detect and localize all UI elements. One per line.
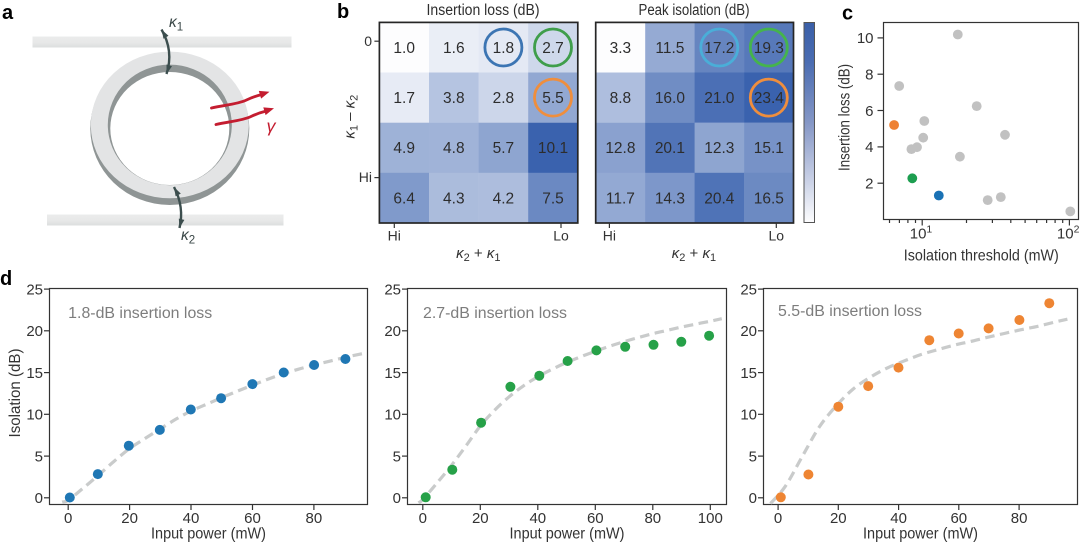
- svg-text:d: d: [0, 268, 12, 290]
- svg-text:15: 15: [26, 365, 43, 382]
- svg-text:60: 60: [587, 510, 604, 527]
- svg-text:25: 25: [740, 281, 757, 298]
- svg-text:11.5: 11.5: [655, 40, 684, 57]
- svg-text:Lo: Lo: [769, 228, 785, 244]
- svg-text:40: 40: [183, 510, 200, 527]
- svg-text:10: 10: [384, 407, 401, 424]
- svg-text:Input power (mW): Input power (mW): [863, 526, 978, 543]
- svg-text:20.1: 20.1: [655, 140, 685, 157]
- svg-text:Hi: Hi: [603, 228, 616, 244]
- svg-text:60: 60: [950, 510, 967, 527]
- svg-text:20: 20: [740, 323, 757, 340]
- svg-text:20.4: 20.4: [704, 190, 735, 207]
- svg-text:15.1: 15.1: [754, 140, 784, 157]
- svg-text:60: 60: [244, 510, 261, 527]
- svg-text:0: 0: [393, 490, 401, 507]
- svg-text:Peak isolation (dB): Peak isolation (dB): [639, 2, 750, 19]
- svg-text:16.0: 16.0: [655, 90, 686, 107]
- svg-text:4.9: 4.9: [393, 140, 415, 157]
- svg-text:5: 5: [35, 448, 43, 465]
- svg-text:80: 80: [1011, 510, 1028, 527]
- svg-text:10: 10: [857, 30, 874, 47]
- svg-text:0: 0: [35, 490, 43, 507]
- svg-text:5.7: 5.7: [493, 140, 515, 157]
- svg-text:2.7-dB insertion loss: 2.7-dB insertion loss: [423, 305, 567, 322]
- svg-text:κ2 + κ1: κ2 + κ1: [456, 245, 500, 264]
- svg-text:0: 0: [364, 33, 372, 49]
- svg-text:4.3: 4.3: [443, 190, 465, 207]
- svg-text:0: 0: [774, 510, 782, 527]
- svg-text:6: 6: [865, 103, 873, 120]
- svg-text:20: 20: [26, 323, 43, 340]
- svg-text:20: 20: [830, 510, 847, 527]
- svg-text:0: 0: [64, 510, 72, 527]
- svg-text:1.0: 1.0: [393, 40, 415, 57]
- svg-text:23.4: 23.4: [754, 90, 785, 107]
- svg-text:21.0: 21.0: [704, 90, 735, 107]
- svg-text:5.5-dB insertion loss: 5.5-dB insertion loss: [778, 303, 922, 320]
- svg-text:15: 15: [740, 365, 757, 382]
- svg-text:κ1 – κ2: κ1 – κ2: [342, 95, 361, 139]
- svg-text:17.2: 17.2: [704, 40, 734, 57]
- svg-text:4: 4: [865, 139, 873, 156]
- svg-text:100: 100: [698, 510, 723, 527]
- svg-text:γ: γ: [267, 116, 277, 136]
- svg-text:8.8: 8.8: [610, 90, 632, 107]
- svg-text:Isolation threshold (mW): Isolation threshold (mW): [904, 248, 1059, 265]
- svg-text:0: 0: [419, 510, 427, 527]
- svg-text:0: 0: [749, 490, 757, 507]
- svg-text:12.3: 12.3: [704, 140, 734, 157]
- svg-text:80: 80: [306, 510, 323, 527]
- svg-text:3.8: 3.8: [443, 90, 465, 107]
- svg-text:40: 40: [890, 510, 907, 527]
- svg-text:6.4: 6.4: [393, 190, 415, 207]
- svg-text:11.7: 11.7: [606, 190, 635, 207]
- svg-text:8: 8: [865, 67, 873, 84]
- svg-text:2.8: 2.8: [493, 90, 515, 107]
- svg-text:2.7: 2.7: [542, 40, 564, 57]
- svg-text:40: 40: [529, 510, 546, 527]
- svg-text:Insertion loss (dB): Insertion loss (dB): [427, 2, 540, 19]
- svg-text:5: 5: [749, 448, 757, 465]
- svg-text:20: 20: [472, 510, 489, 527]
- svg-text:Isolation (dB): Isolation (dB): [7, 349, 24, 438]
- svg-text:4.8: 4.8: [443, 140, 465, 157]
- svg-text:10: 10: [26, 407, 43, 424]
- svg-text:Input power (mW): Input power (mW): [510, 526, 625, 543]
- svg-text:16.5: 16.5: [754, 190, 784, 207]
- svg-text:Hi: Hi: [388, 228, 401, 244]
- svg-text:3.3: 3.3: [610, 40, 632, 57]
- svg-text:5.5: 5.5: [542, 90, 564, 107]
- svg-text:2: 2: [865, 176, 873, 193]
- svg-text:10: 10: [740, 407, 757, 424]
- svg-text:1.8-dB insertion loss: 1.8-dB insertion loss: [68, 305, 212, 322]
- svg-text:7.5: 7.5: [542, 190, 564, 207]
- svg-text:κ2 + κ1: κ2 + κ1: [672, 245, 716, 264]
- svg-text:25: 25: [384, 281, 401, 298]
- svg-text:20: 20: [384, 323, 401, 340]
- svg-text:c: c: [842, 3, 853, 25]
- svg-text:Insertion loss (dB): Insertion loss (dB): [837, 64, 854, 171]
- svg-text:b: b: [337, 1, 349, 23]
- svg-text:Lo: Lo: [553, 228, 569, 244]
- svg-text:5: 5: [393, 448, 401, 465]
- svg-text:20: 20: [121, 510, 138, 527]
- svg-text:12.8: 12.8: [605, 140, 635, 157]
- svg-text:14.3: 14.3: [655, 190, 685, 207]
- svg-text:1.6: 1.6: [443, 40, 465, 57]
- svg-text:Hi: Hi: [359, 169, 372, 185]
- svg-text:1.7: 1.7: [393, 90, 415, 107]
- svg-text:80: 80: [644, 510, 661, 527]
- svg-text:15: 15: [384, 365, 401, 382]
- svg-text:Input power (mW): Input power (mW): [151, 526, 266, 543]
- svg-text:a: a: [2, 2, 14, 24]
- svg-text:1.8: 1.8: [493, 40, 515, 57]
- svg-text:10.1: 10.1: [538, 140, 568, 157]
- svg-text:19.3: 19.3: [754, 40, 784, 57]
- svg-text:4.2: 4.2: [493, 190, 515, 207]
- svg-text:25: 25: [26, 281, 43, 298]
